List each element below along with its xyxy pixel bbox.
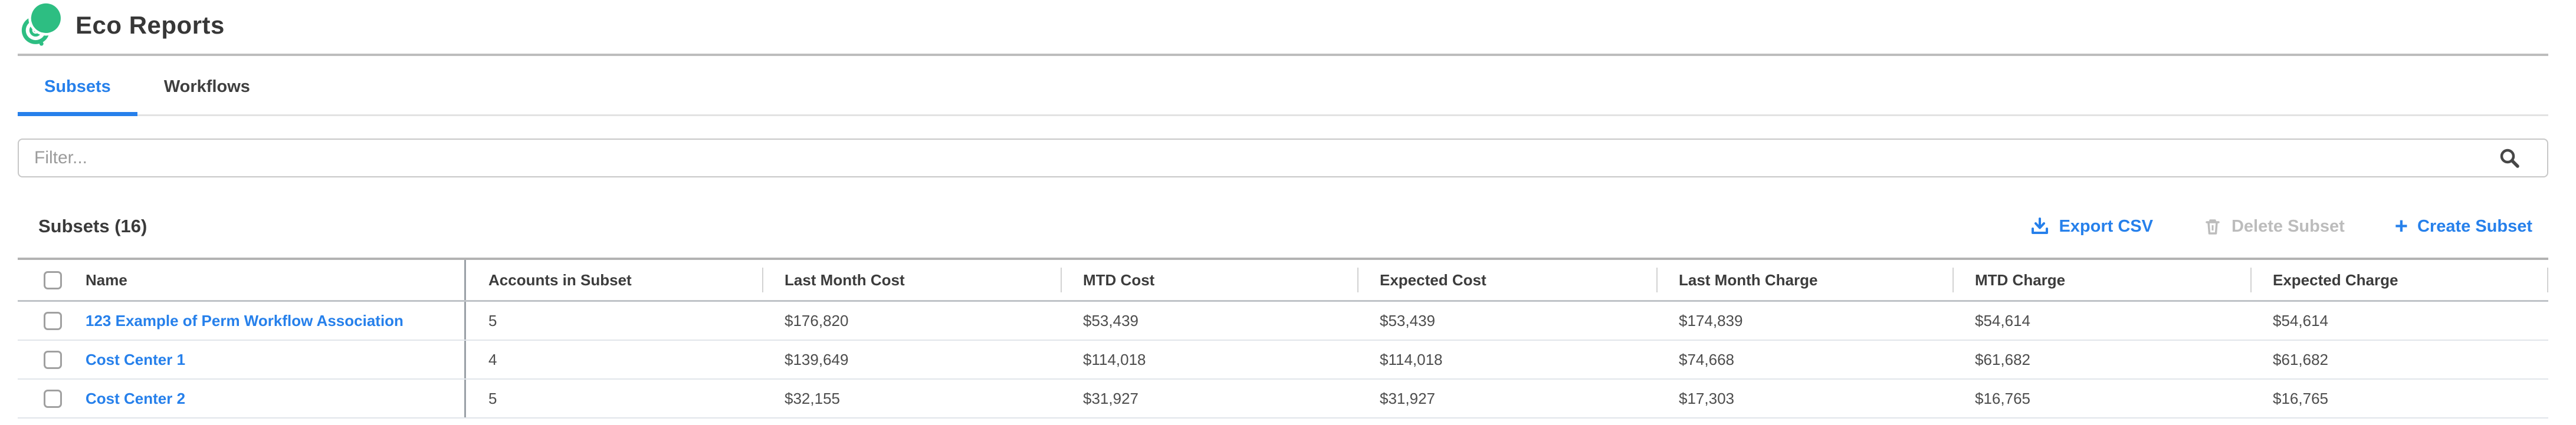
expected-charge-cell: $61,682 xyxy=(2273,350,2328,368)
table-row: Cost Center 2 5 $32,155 $31,927 $31,927 … xyxy=(18,380,2548,419)
table-body: 123 Example of Perm Workflow Association… xyxy=(18,302,2548,419)
table-row: Cost Center 1 4 $139,649 $114,018 $114,0… xyxy=(18,341,2548,380)
mtd-charge-cell: $16,765 xyxy=(1975,389,2030,407)
eco-reports-logo-icon xyxy=(21,2,63,46)
download-icon xyxy=(2032,218,2049,234)
search-icon xyxy=(2500,149,2519,168)
plus-icon: + xyxy=(2394,214,2408,239)
page-title: Eco Reports xyxy=(76,11,225,39)
last-month-charge-cell: $174,839 xyxy=(1679,311,1743,330)
delete-subset-label: Delete Subset xyxy=(2231,216,2345,236)
subsets-table: Name Accounts in Subset Last Month Cost … xyxy=(18,258,2548,419)
last-month-cost-cell: $139,649 xyxy=(785,350,849,368)
row-checkbox[interactable] xyxy=(44,350,62,369)
last-month-cost-cell: $32,155 xyxy=(785,389,840,407)
name-cell: Cost Center 1 xyxy=(18,341,466,378)
last-month-charge-cell: $74,668 xyxy=(1679,350,1734,368)
subsets-heading: Subsets (16) xyxy=(38,216,147,236)
expected-charge-cell: $16,765 xyxy=(2273,389,2328,407)
header-name-label: Name xyxy=(86,271,127,289)
row-checkbox[interactable] xyxy=(44,389,62,408)
export-csv-button[interactable]: Export CSV xyxy=(2030,217,2153,236)
app-header: Eco Reports xyxy=(18,0,2548,56)
header-expected-cost: Expected Cost xyxy=(1357,260,1656,300)
table-header-row: Name Accounts in Subset Last Month Cost … xyxy=(18,258,2548,302)
mtd-charge-cell: $54,614 xyxy=(1975,311,2030,330)
expected-cost-cell: $114,018 xyxy=(1380,350,1443,368)
select-all-checkbox[interactable] xyxy=(44,271,62,289)
mtd-cost-cell: $53,439 xyxy=(1083,311,1138,330)
header-last-month-cost: Last Month Cost xyxy=(762,260,1061,300)
name-cell: 123 Example of Perm Workflow Association xyxy=(18,302,466,340)
subset-name-link[interactable]: Cost Center 1 xyxy=(86,350,186,368)
subset-name-link[interactable]: Cost Center 2 xyxy=(86,389,186,407)
accounts-in-subset-cell: 5 xyxy=(488,311,497,330)
delete-subset-button[interactable]: Delete Subset xyxy=(2203,217,2345,236)
header-mtd-charge: MTD Charge xyxy=(1952,260,2250,300)
mtd-cost-cell: $31,927 xyxy=(1083,389,1138,407)
header-name: Name xyxy=(18,260,466,300)
last-month-cost-cell: $176,820 xyxy=(785,311,849,330)
trash-icon xyxy=(2206,219,2220,235)
name-cell: Cost Center 2 xyxy=(18,380,466,417)
tab-subsets[interactable]: Subsets xyxy=(18,77,137,116)
header-accounts-in-subset: Accounts in Subset xyxy=(488,271,632,289)
header-mtd-cost: MTD Cost xyxy=(1061,260,1357,300)
create-subset-label: Create Subset xyxy=(2417,216,2532,236)
mtd-cost-cell: $114,018 xyxy=(1083,350,1146,368)
table-row: 123 Example of Perm Workflow Association… xyxy=(18,302,2548,341)
subset-name-link[interactable]: 123 Example of Perm Workflow Association xyxy=(86,311,403,330)
accounts-in-subset-cell: 4 xyxy=(488,350,497,368)
tab-workflows[interactable]: Workflows xyxy=(163,77,250,96)
expected-cost-cell: $53,439 xyxy=(1380,311,1435,330)
tabbar: Subsets Workflows xyxy=(18,56,2548,116)
row-checkbox[interactable] xyxy=(44,311,62,330)
expected-charge-cell: $54,614 xyxy=(2273,311,2328,330)
subsets-toolbar: Subsets (16) Export CSV Delete Subset xyxy=(18,213,2548,240)
header-expected-charge: Expected Charge xyxy=(2250,260,2548,300)
export-csv-label: Export CSV xyxy=(2059,216,2153,236)
filter-input[interactable] xyxy=(18,139,2548,177)
accounts-in-subset-cell: 5 xyxy=(488,389,497,407)
header-last-month-charge: Last Month Charge xyxy=(1656,260,1952,300)
filter-bar xyxy=(18,139,2548,177)
toolbar-actions: Export CSV Delete Subset + Create Subset xyxy=(2030,214,2532,239)
mtd-charge-cell: $61,682 xyxy=(1975,350,2030,368)
expected-cost-cell: $31,927 xyxy=(1380,389,1435,407)
last-month-charge-cell: $17,303 xyxy=(1679,389,1734,407)
create-subset-button[interactable]: + Create Subset xyxy=(2394,214,2532,239)
